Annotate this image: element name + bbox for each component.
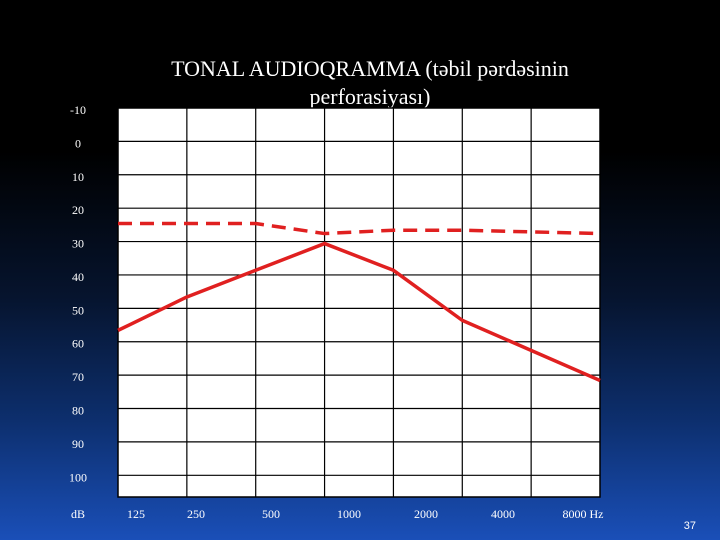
x-tick-label: 8000 Hz [563, 507, 604, 521]
y-tick-label: 20 [72, 203, 84, 217]
page-number: 37 [683, 520, 696, 532]
y-tick-label: 70 [72, 370, 84, 384]
y-tick-label: -10 [70, 103, 86, 117]
y-tick-label: 80 [72, 404, 84, 418]
x-tick-label: 4000 [491, 507, 515, 521]
x-tick-label: 1000 [337, 507, 361, 521]
y-tick-label: 60 [72, 337, 84, 351]
x-tick-label: 2000 [414, 507, 438, 521]
chart-title: TONAL AUDIOQRAMMA (təbil pərdəsinin perf… [171, 56, 569, 109]
y-tick-label: 30 [72, 237, 84, 251]
y-tick-label: 100 [69, 470, 87, 484]
y-tick-label: 0 [75, 136, 81, 150]
y-tick-label: 40 [72, 270, 84, 284]
x-tick-label: 250 [187, 507, 205, 521]
y-tick-label: 50 [72, 303, 84, 317]
x-tick-label: 125 [127, 507, 145, 521]
plot-area [117, 107, 601, 498]
y-axis-unit-label: dB [71, 507, 85, 521]
y-tick-label: 10 [72, 170, 84, 184]
y-tick-label: 90 [72, 437, 84, 451]
x-tick-label: 500 [262, 507, 280, 521]
